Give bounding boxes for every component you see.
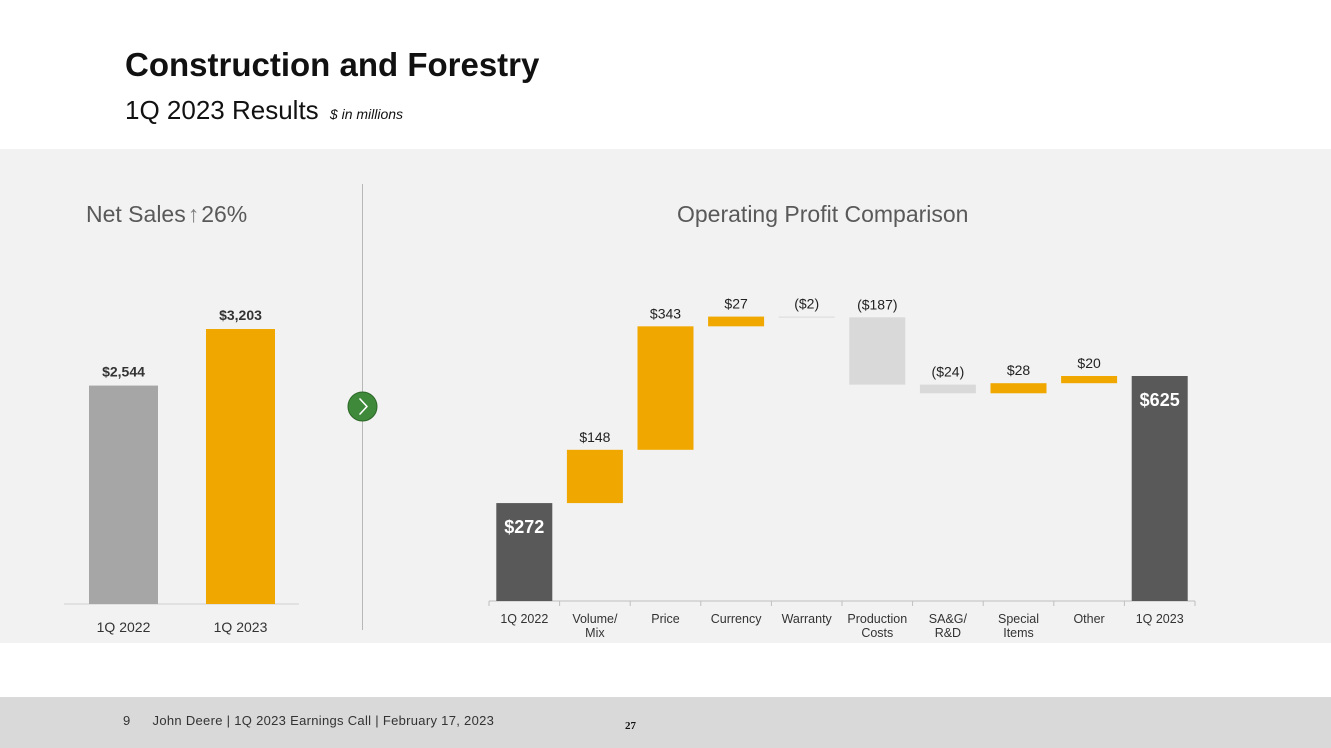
- waterfall-bar: [566, 449, 623, 504]
- up-arrow-icon: ↑: [187, 201, 200, 227]
- waterfall-category-line: Special: [998, 612, 1039, 626]
- waterfall-bar: [919, 384, 976, 394]
- waterfall-category-line: Mix: [585, 626, 605, 640]
- waterfall-bar: [990, 383, 1047, 394]
- waterfall-category-line: SA&G/: [929, 612, 968, 626]
- net-sales-value-label: $2,544: [102, 364, 145, 380]
- waterfall-value-label: ($24): [932, 364, 965, 380]
- chevron-right-icon: [359, 398, 368, 415]
- waterfall-category-line: Costs: [861, 626, 893, 640]
- net-sales-value-label: $3,203: [219, 307, 262, 323]
- net-sales-category-label: 1Q 2022: [97, 619, 151, 635]
- waterfall-category-line: Volume/: [572, 612, 618, 626]
- waterfall-category-line: Other: [1073, 612, 1104, 626]
- waterfall-category-label: Price: [651, 612, 680, 626]
- waterfall-category-label: SA&G/R&D: [929, 612, 968, 640]
- waterfall-value-label: $272: [504, 517, 544, 537]
- waterfall-category-line: Warranty: [782, 612, 833, 626]
- waterfall-value-label: $343: [650, 305, 681, 321]
- waterfall-value-label: $27: [724, 296, 748, 312]
- net-sales-change: 26%: [201, 201, 248, 227]
- waterfall-category-label: Warranty: [782, 612, 833, 626]
- waterfall-category-label: Special Items: [998, 612, 1039, 640]
- waterfall-category-label: Other: [1073, 612, 1104, 626]
- footer-bar: [0, 697, 1331, 748]
- slide-number: 27: [625, 720, 636, 732]
- waterfall-bar: [637, 326, 694, 450]
- waterfall-category-label: Production Costs: [847, 612, 907, 640]
- footer: 9 John Deere | 1Q 2023 Earnings Call | Fe…: [123, 713, 494, 728]
- waterfall-category-label: Currency: [711, 612, 762, 626]
- waterfall-category-label: Volume/Mix: [572, 612, 618, 640]
- net-sales-title-text: Net Sales: [86, 201, 186, 227]
- net-sales-category-label: 1Q 2023: [214, 619, 268, 635]
- waterfall-value-label: $28: [1007, 362, 1031, 378]
- waterfall-category-line: 1Q 2022: [500, 612, 548, 626]
- net-sales-title: Net Sales↑26%: [86, 201, 247, 228]
- waterfall-value-label: ($2): [794, 296, 819, 312]
- waterfall-bar: [1061, 376, 1118, 384]
- waterfall-value-label: $20: [1077, 355, 1101, 371]
- net-sales-bar: [206, 329, 275, 604]
- waterfall-value-label: $148: [579, 429, 610, 445]
- waterfall-bar: [496, 503, 553, 601]
- waterfall-value-label: ($187): [857, 296, 897, 312]
- footer-text: John Deere | 1Q 2023 Earnings Call | Feb…: [152, 713, 495, 728]
- waterfall-bar: [778, 316, 835, 318]
- slide-title: Construction and Forestry: [125, 46, 540, 83]
- operating-profit-title: Operating Profit Comparison: [677, 201, 969, 227]
- waterfall-category-line: Price: [651, 612, 680, 626]
- subtitle-text: 1Q 2023 Results: [125, 95, 319, 125]
- waterfall-category-line: R&D: [935, 626, 961, 640]
- waterfall-bar: [849, 317, 906, 385]
- footer-page-number: 9: [123, 713, 131, 728]
- waterfall-value-label: $625: [1140, 390, 1180, 410]
- waterfall-bar: [708, 316, 765, 327]
- slide-subtitle: 1Q 2023 Results $ in millions: [125, 95, 403, 126]
- waterfall-category-line: Production: [847, 612, 907, 626]
- unit-note: $ in millions: [329, 106, 404, 122]
- waterfall-category-line: Items: [1003, 626, 1034, 640]
- waterfall-category-label: 1Q 2022: [500, 612, 548, 626]
- waterfall-bar: [1131, 376, 1188, 601]
- next-arrow-button[interactable]: [347, 391, 378, 422]
- waterfall-category-line: Currency: [711, 612, 762, 626]
- waterfall-category-line: 1Q 2023: [1136, 612, 1184, 626]
- net-sales-bar: [89, 385, 158, 604]
- waterfall-category-label: 1Q 2023: [1136, 612, 1184, 626]
